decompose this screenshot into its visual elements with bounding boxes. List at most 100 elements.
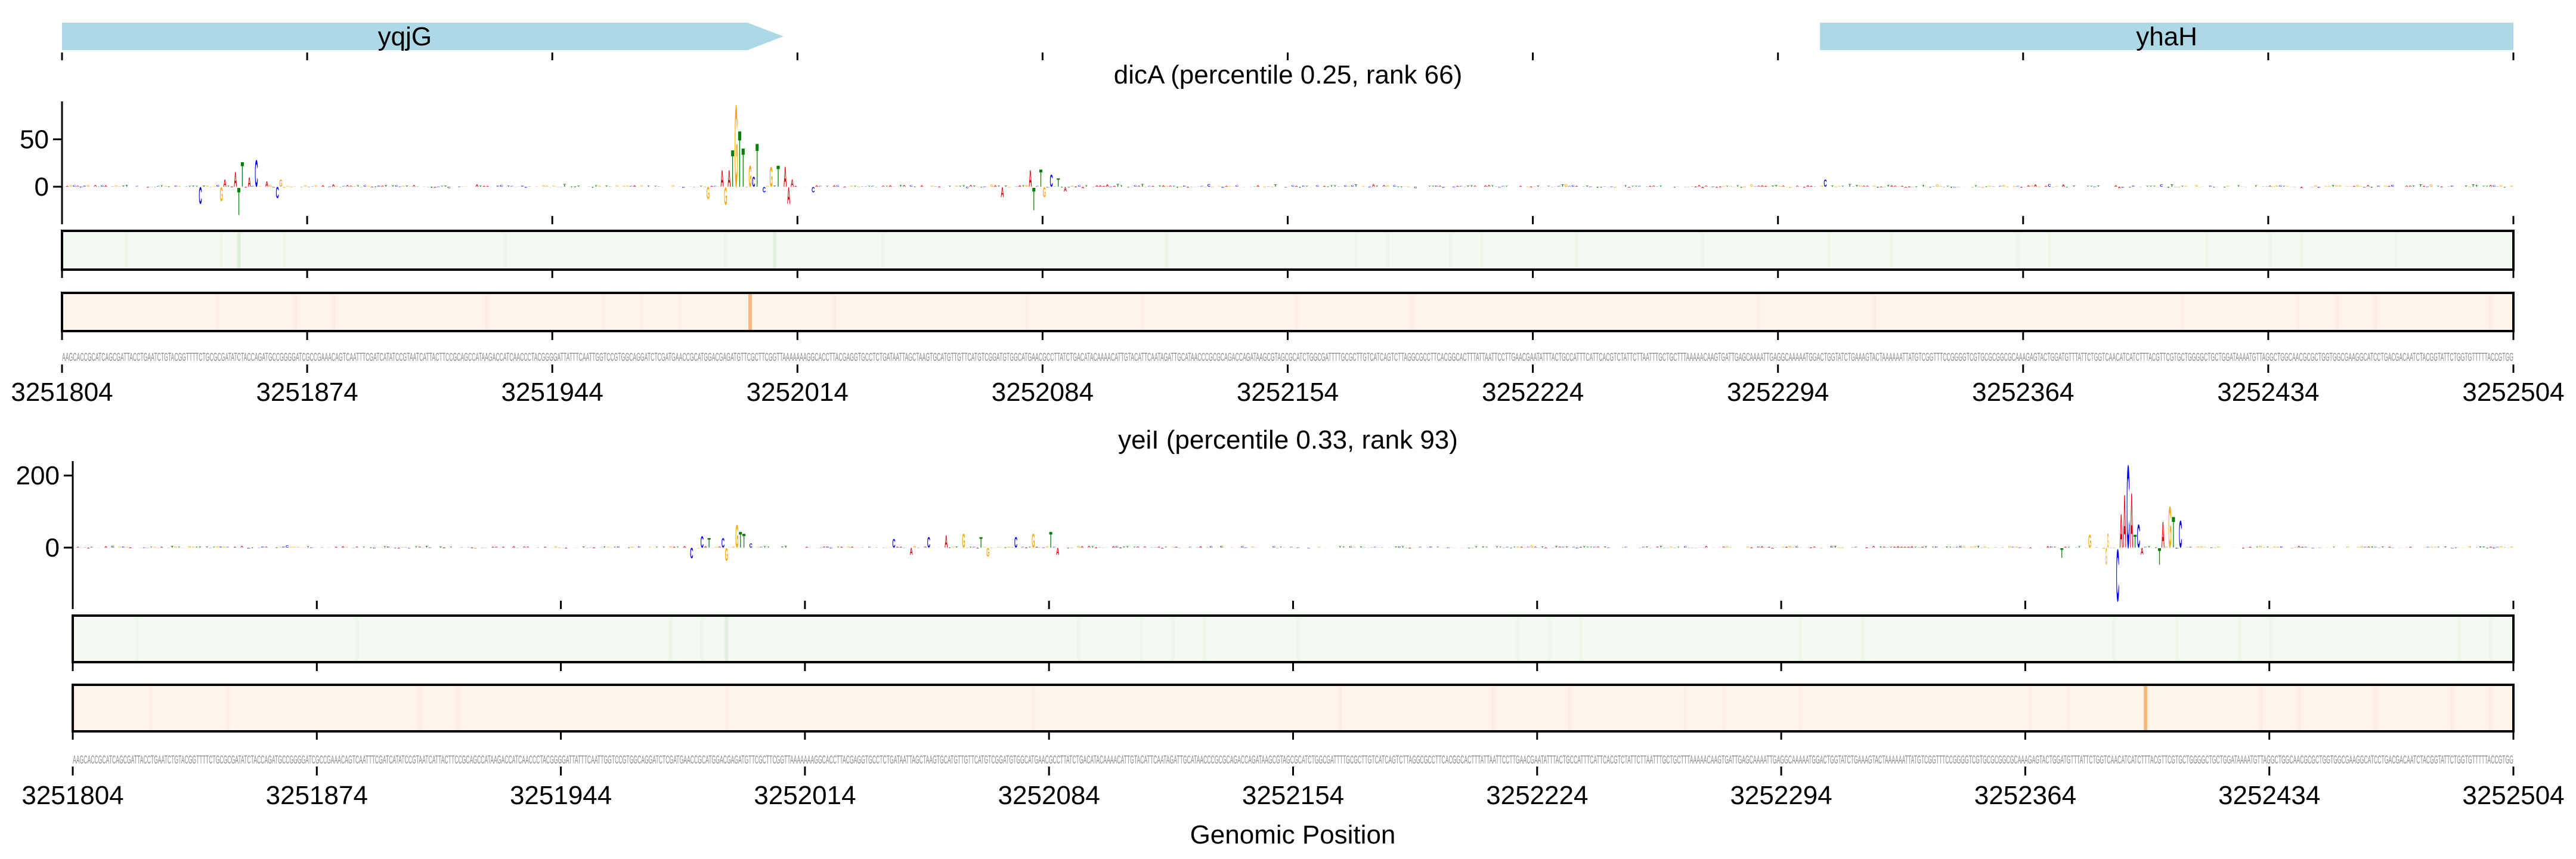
logo-letter: G: [1781, 546, 1784, 548]
logo-letter: A: [805, 547, 808, 548]
dna-sequence: AAGCACCGCATCAGCGATTACCTGAATCTGTACGGTTTTC…: [62, 351, 2513, 364]
logo-letter: G: [296, 547, 299, 548]
orange-track-stripe: [2259, 685, 2263, 731]
logo-letter: A: [1900, 547, 1903, 548]
logo-peak-letter: C: [2179, 512, 2182, 556]
logo-letter: C: [1208, 184, 1210, 187]
logo-letter: C: [1447, 548, 1450, 549]
logo-letter: G: [1789, 187, 1792, 189]
logo-letter: C: [1603, 186, 1606, 187]
logo-letter: C: [1373, 547, 1377, 548]
green-track-stripe: [1354, 231, 1358, 270]
logo-letter: T: [1586, 547, 1590, 548]
logo-letter: C: [1593, 546, 1596, 548]
logo-letter: G: [174, 546, 177, 549]
logo-letter: G: [223, 546, 226, 548]
logo-letter: A: [1530, 187, 1533, 188]
logo-letter: C: [973, 547, 976, 548]
panel-title: dicA (percentile 0.25, rank 66): [1114, 60, 1463, 89]
gene-yhaH[interactable]: yhaH: [1820, 22, 2513, 51]
logo-letter: T: [781, 546, 784, 548]
logo-letter: C: [408, 548, 411, 549]
logo-letter: C: [1953, 187, 1957, 188]
logo-peak-letter: A: [1064, 186, 1067, 193]
logo-letter: T: [1298, 187, 1301, 189]
logo-letter: T: [2464, 186, 2467, 187]
logo-letter: T: [1775, 547, 1778, 548]
logo-letter: G: [990, 185, 994, 188]
logo-letter: T: [854, 186, 857, 187]
logo-letter: C: [864, 186, 868, 187]
logo-letter: A: [423, 186, 426, 187]
gene-track: yqjG yhaH: [61, 22, 2515, 60]
logo-peak-letter: A: [720, 166, 723, 193]
logo-letter: G: [153, 547, 156, 548]
logo-letter: C: [1575, 548, 1578, 549]
logo-letter: A: [1719, 187, 1722, 188]
logo-letter: C: [174, 186, 177, 187]
orange-track-stripe: [1683, 685, 1688, 731]
logo-letter: T: [1673, 187, 1677, 188]
logo-letter: G: [376, 547, 380, 548]
logo-letter: T: [383, 546, 386, 548]
logo-letter: T: [1482, 546, 1485, 548]
logo-letter: G: [2308, 547, 2311, 548]
logo-letter: T: [899, 185, 903, 188]
green-track-stripe: [135, 616, 140, 662]
orange-track-stripe: [2450, 685, 2454, 731]
logo-letter: C: [1316, 185, 1320, 187]
logo-letter: T: [1172, 186, 1176, 187]
logo-letter: T: [1596, 187, 1599, 189]
logo-letter: T: [875, 547, 878, 548]
logo-letter: T: [699, 186, 703, 187]
logo-letter: A: [518, 186, 521, 187]
logo-letter: A: [526, 546, 529, 548]
logo-letter: T: [1196, 547, 1199, 548]
logo-letter: C: [2364, 547, 2367, 548]
logo-letter: T: [2332, 546, 2335, 548]
logo-letter: A: [1866, 186, 1869, 187]
logo-letter: G: [606, 547, 609, 548]
logo-letter: C: [1624, 547, 1628, 548]
logo-letter: T: [1376, 186, 1379, 187]
x-tick-label: 3252364: [1972, 378, 2074, 407]
logo-peak-letter: A: [1029, 166, 1032, 193]
logo-peak-letter: T: [241, 155, 244, 195]
logo-letter: G: [1970, 546, 1973, 548]
logo-letter: C: [216, 185, 220, 187]
orange-track-stripe: [73, 685, 76, 731]
logo-letter: C: [682, 187, 685, 189]
logo-letter: C: [2451, 548, 2454, 549]
logo-letter: T: [1645, 186, 1649, 187]
logo-letter: C: [282, 546, 285, 548]
green-track-stripe: [2299, 231, 2303, 270]
green-track-stripe: [503, 231, 507, 270]
logo-letter: C: [1999, 186, 2002, 187]
orange-track-stripe: [293, 293, 297, 331]
logo-letter: A: [76, 547, 80, 548]
logo-letter: A: [1039, 547, 1042, 548]
logo-letter: G: [118, 546, 121, 548]
orange-track-stripe: [678, 293, 682, 331]
logo-letter: T: [1133, 547, 1137, 548]
logo-letter: A: [1883, 546, 1885, 548]
logo-letter: T: [969, 546, 972, 548]
logo-letter: C: [112, 546, 115, 548]
logo-letter: A: [888, 186, 891, 187]
logo-letter: G: [2328, 186, 2331, 187]
logo-letter: T: [599, 547, 603, 548]
logo-letter: T: [2266, 547, 2270, 548]
logo-letter: G: [1352, 546, 1355, 548]
gene-label: yhaH: [2136, 22, 2197, 51]
logo-letter: A: [882, 186, 885, 187]
gene-yqjG[interactable]: yqjG: [62, 22, 784, 51]
logo-letter: A: [1806, 547, 1809, 548]
orange-track-bg: [62, 293, 2513, 331]
logo-letter: T: [2090, 186, 2093, 187]
logo-peak-letter: C: [1014, 534, 1017, 551]
logo-letter: C: [1220, 546, 1224, 548]
x-tick-label: 3252084: [998, 781, 1100, 810]
green-track-stripe: [1165, 231, 1169, 270]
logo-letter: T: [2475, 547, 2479, 548]
logo-letter: C: [2279, 185, 2283, 187]
